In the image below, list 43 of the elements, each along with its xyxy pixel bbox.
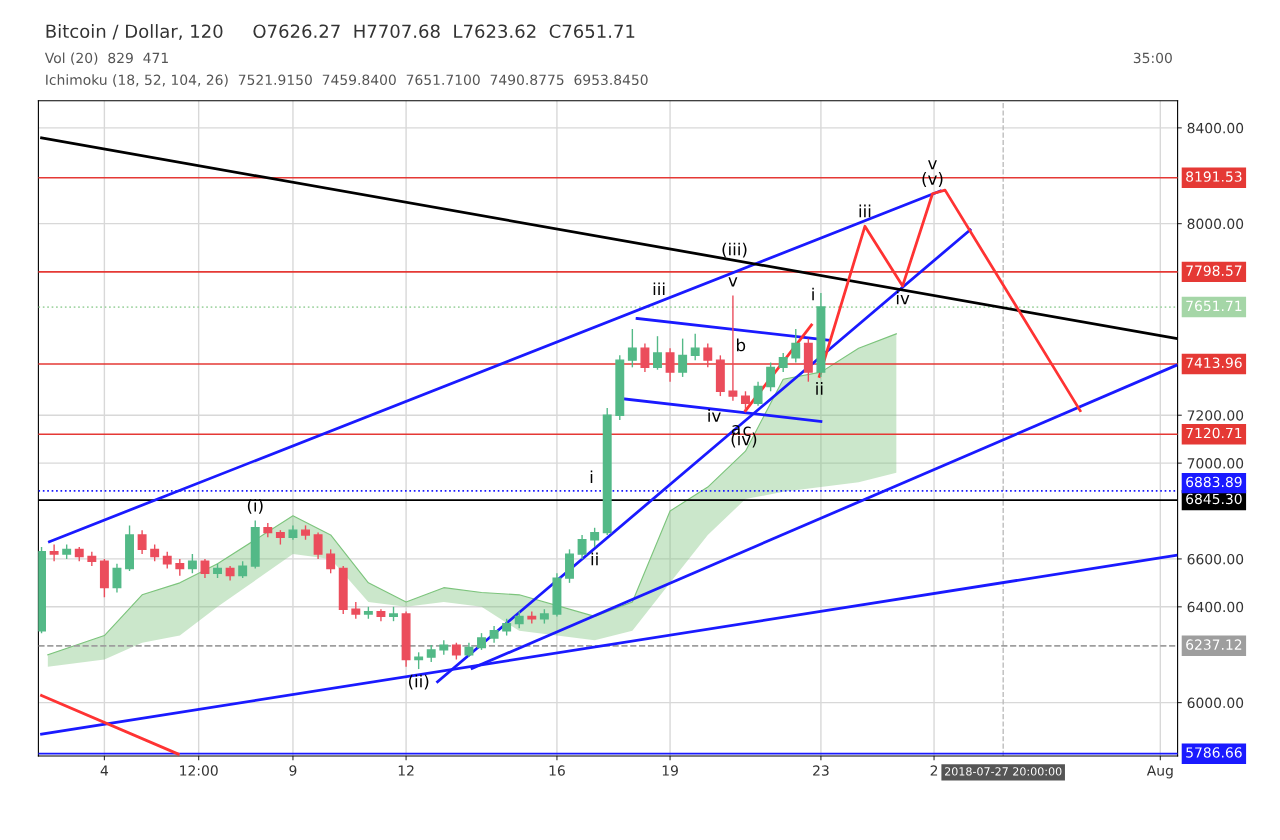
annotation: ii [816, 381, 823, 395]
ref-line-label: 8191.53 [1186, 171, 1242, 182]
annotation: (ii) [408, 674, 429, 690]
annotation: iv [896, 291, 910, 305]
text: 35:00 [1133, 52, 1172, 64]
x-tick-label: 12 [398, 765, 414, 776]
x-tick-label: Aug [1146, 765, 1173, 779]
annotation: (iii) [722, 242, 747, 258]
ref-line-label: 7120.71 [1186, 427, 1242, 439]
y-tick-label: 6400.00 [1187, 601, 1244, 613]
x-tick-label: 16 [549, 765, 565, 776]
ref-line-label: 7651.71 [1186, 300, 1242, 312]
annotation: i [590, 470, 593, 484]
ref-line-label: 6883.89 [1186, 476, 1242, 488]
ref-line-label: 7798.57 [1186, 265, 1242, 276]
ref-line-label: 7413.96 [1186, 357, 1242, 369]
x-tick-label: 19 [662, 765, 678, 776]
ref-line-label: 6845.30 [1186, 493, 1242, 505]
annotation: i [812, 287, 814, 301]
x-tick-label: 23 [813, 765, 829, 776]
x-tick-label: 12:00 [180, 765, 218, 776]
y-tick-label: 7200.00 [1187, 410, 1244, 421]
annotation: b [737, 338, 746, 352]
chart-title: Bitcoin / Dollar, 120 O7626.27 H7707.68 L7623.62 C7651.71 [46, 24, 635, 40]
annotation: ii [591, 552, 598, 566]
y-tick-label: 6600.00 [1187, 553, 1244, 565]
x-tick-label: 9 [289, 765, 297, 776]
annotation: iii [653, 282, 665, 296]
annotation: iii [859, 204, 871, 218]
text: Ichimoku (18, 52, 104, 26) 7521.9150 7459.8400 7651.7100 7490.8775 6953.8450 [46, 74, 648, 87]
annotation: v [728, 277, 738, 287]
y-tick-label: 8000.00 [1187, 218, 1244, 230]
annotation: iv [708, 409, 721, 422]
x-tick-label: 2 [930, 765, 938, 776]
ref-line-label: 2018-07-27 20:00:00 [945, 767, 1062, 776]
ref-line-label: 6237.12 [1186, 639, 1242, 650]
y-tick-label: 8400.00 [1187, 122, 1244, 134]
text: Vol (20) 829 471 [44, 52, 168, 65]
x-tick-label: 4 [100, 765, 109, 776]
y-tick-label: 6000.00 [1187, 697, 1244, 709]
ref-line-label: 5786.66 [1186, 747, 1242, 758]
annotation: v [928, 160, 937, 170]
y-tick-label: 7000.00 [1187, 458, 1244, 469]
